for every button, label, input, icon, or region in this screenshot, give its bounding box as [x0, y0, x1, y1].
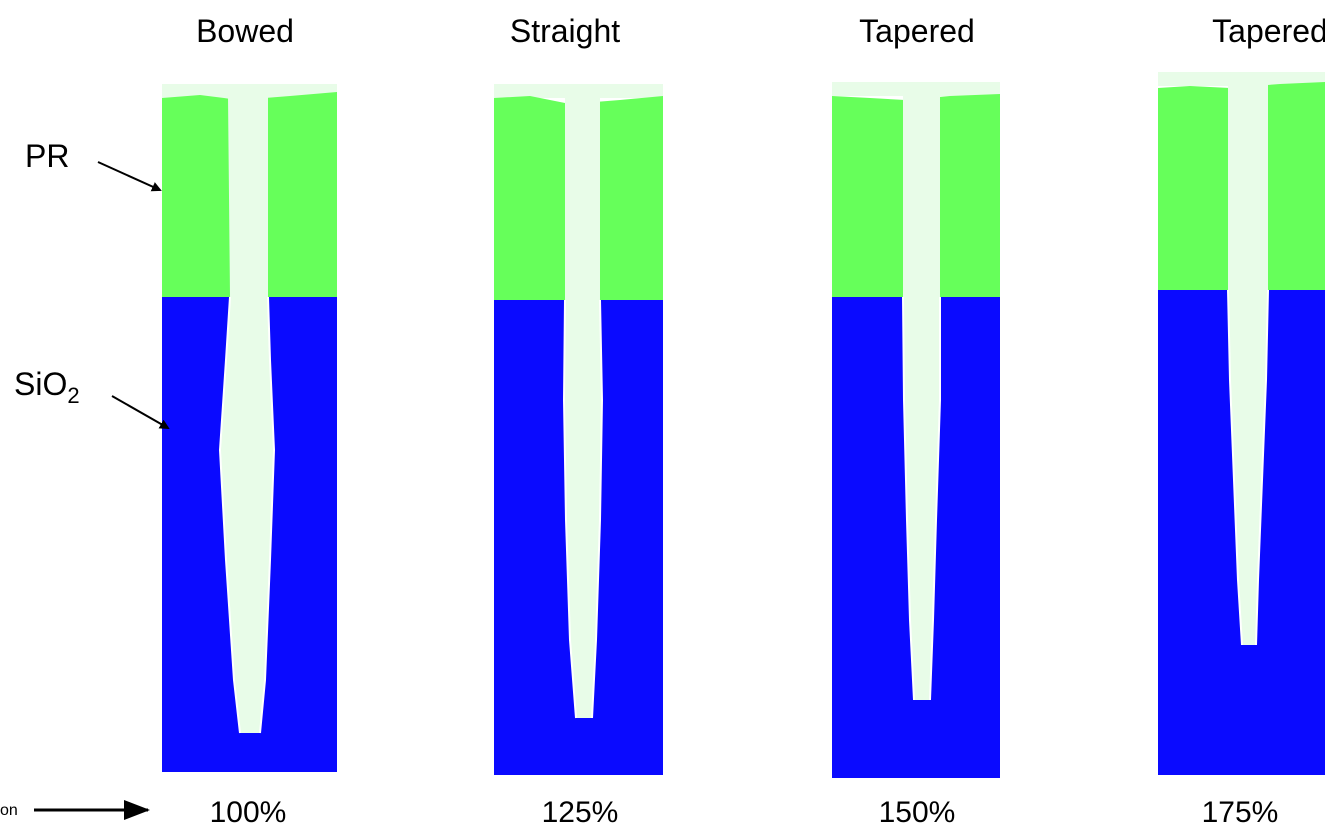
layer-label-main: SiO	[14, 366, 67, 402]
arrow	[112, 396, 168, 428]
panel-title: Tapered	[1212, 13, 1325, 49]
profile-panel	[494, 84, 663, 775]
figure: Bowed Straight Tapered Tapered 100% 125%…	[0, 0, 1325, 831]
profile-panel	[832, 82, 1000, 778]
panel-title: Tapered	[859, 13, 975, 49]
panel-label: 100%	[210, 796, 287, 829]
layer-label: SiO2	[14, 366, 80, 408]
layer-label-sub: 2	[67, 383, 79, 408]
panel-label: 150%	[879, 796, 956, 829]
panel-title: Straight	[510, 13, 620, 49]
panel-label: 125%	[542, 796, 619, 829]
layer-label: PR	[25, 138, 69, 174]
page: Bowed Straight Tapered Tapered 100% 125%…	[0, 0, 1325, 831]
panel-label: 175%	[1202, 796, 1279, 829]
profile-panel	[1158, 72, 1325, 775]
axis-label: on	[0, 802, 18, 819]
panel-title: Bowed	[196, 13, 294, 49]
arrow	[98, 162, 160, 190]
profile-panel	[162, 84, 337, 772]
